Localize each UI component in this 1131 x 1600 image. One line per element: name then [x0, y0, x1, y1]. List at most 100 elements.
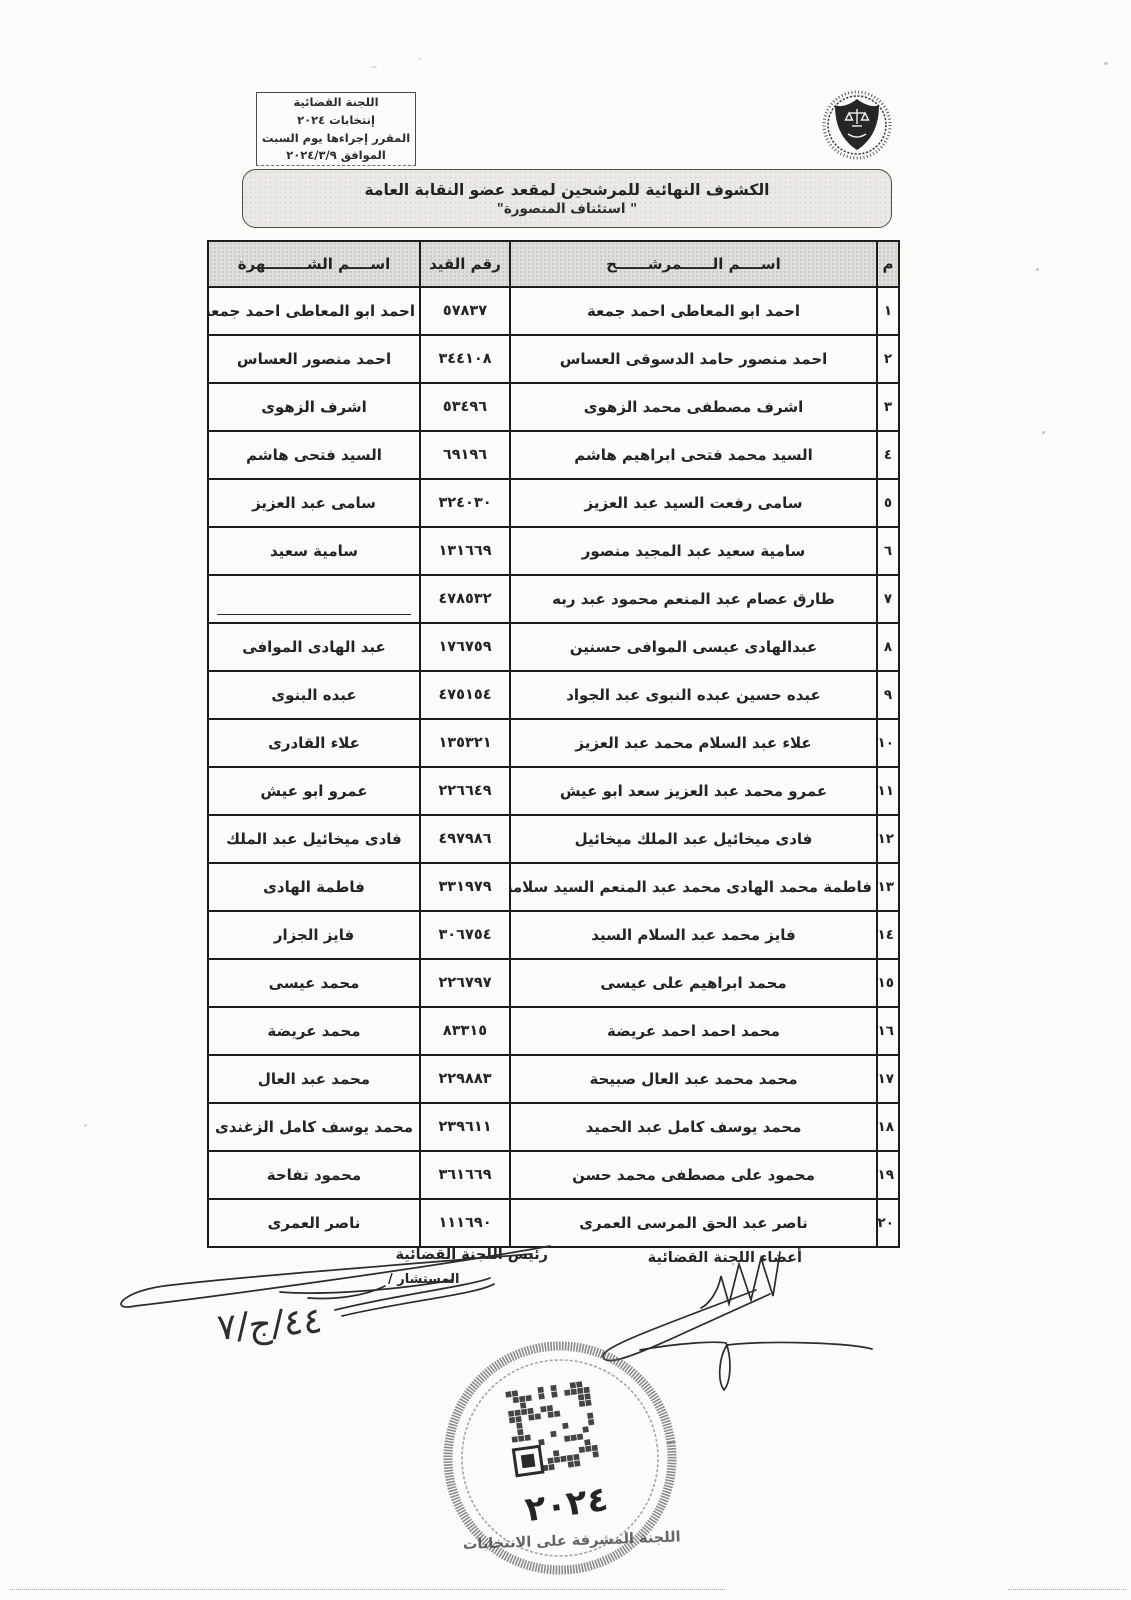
known-name-cell: السيد فتحى هاشم [207, 430, 421, 480]
serial-cell: ٥ [876, 478, 900, 528]
registration-no-cell: ٢٢٦٦٤٩ [419, 766, 511, 816]
table-row: ٢٠ ناصر عبد الحق المرسى العمرى ١١١٦٩٠ نا… [207, 1198, 900, 1248]
serial-cell: ٧ [876, 574, 900, 624]
col-header-candidate-name: اســــم الــــــمرشــــــح [509, 240, 878, 288]
candidate-name-cell: عبده حسين عبده النبوى عبد الجواد [509, 670, 878, 720]
candidate-name-cell: فايز محمد عبد السلام السيد [509, 910, 878, 960]
candidate-name-cell: فادى ميخائيل عبد الملك ميخائيل [509, 814, 878, 864]
serial-cell: ١٣ [876, 862, 900, 912]
candidate-name-cell: محمد محمد عبد العال صبيحة [509, 1054, 878, 1104]
table-row: ٧ طارق عصام عبد المنعم محمود عبد ربه ٤٧٨… [207, 574, 900, 624]
known-name-cell: احمد ابو المعاطى احمد جمعة [207, 286, 421, 336]
col-header-known-name: اســــم الشــــــــهرة [207, 240, 421, 288]
table-row: ١٦ محمد احمد احمد عريضة ٨٣٣١٥ محمد عريضة [207, 1006, 900, 1056]
serial-cell: ١٧ [876, 1054, 900, 1104]
serial-cell: ٦ [876, 526, 900, 576]
page-subtitle: " استئناف المنصورة" [496, 200, 638, 217]
registration-no-cell: ٤٧٨٥٣٢ [419, 574, 511, 624]
members-signature [602, 1251, 873, 1392]
col-header-registration-no: رقم القيد [419, 240, 511, 288]
serial-cell: ٨ [876, 622, 900, 672]
candidate-name-cell: محمود على مصطفى محمد حسن [509, 1150, 878, 1200]
stamp-year: ٢٠٢٤ [523, 1479, 611, 1530]
known-name-cell: محمود تفاحة [207, 1150, 421, 1200]
serial-cell: ١١ [876, 766, 900, 816]
table-row: ٩ عبده حسين عبده النبوى عبد الجواد ٤٧٥١٥… [207, 670, 900, 720]
registration-no-cell: ٣٢٤٠٣٠ [419, 478, 511, 528]
known-name-cell: محمد عيسى [207, 958, 421, 1008]
serial-cell: ١ [876, 286, 900, 336]
serial-cell: ٢ [876, 334, 900, 384]
serial-cell: ١٢ [876, 814, 900, 864]
registration-no-cell: ٥٧٨٣٧ [419, 286, 511, 336]
table-row: ١٧ محمد محمد عبد العال صبيحة ٢٢٩٨٨٣ محمد… [207, 1054, 900, 1104]
handwritten-ref: ٤٤/ج/٧ [216, 1300, 324, 1348]
candidate-name-cell: عبدالهادى عيسى الموافى حسنين [509, 622, 878, 672]
serial-cell: ١٩ [876, 1150, 900, 1200]
table-row: ٨ عبدالهادى عيسى الموافى حسنين ١٧٦٧٥٩ عب… [207, 622, 900, 672]
table-row: ٥ سامى رفعت السيد عبد العزيز ٣٢٤٠٣٠ سامى… [207, 478, 900, 528]
known-name-cell: سامى عبد العزيز [207, 478, 421, 528]
table-row: ١٣ فاطمة محمد الهادى محمد عبد المنعم الس… [207, 862, 900, 912]
registration-no-cell: ١٣٥٣٢١ [419, 718, 511, 768]
registration-no-cell: ٣٤٤١٠٨ [419, 334, 511, 384]
candidate-name-cell: طارق عصام عبد المنعم محمود عبد ربه [509, 574, 878, 624]
registration-no-cell: ١٣١٦٦٩ [419, 526, 511, 576]
table-row: ٢ احمد منصور حامد الدسوقى العساس ٣٤٤١٠٨ … [207, 334, 900, 384]
table-row: ١٩ محمود على مصطفى محمد حسن ٣٦١٦٦٩ محمود… [207, 1150, 900, 1200]
registration-no-cell: ٣٠٦٧٥٤ [419, 910, 511, 960]
registration-no-cell: ٣٣١٩٧٩ [419, 862, 511, 912]
committee-header-box: اللجنة القضائية إنتخابات ٢٠٢٤ المقرر إجر… [256, 92, 416, 166]
table-row: ١ احمد ابو المعاطى احمد جمعة ٥٧٨٣٧ احمد … [207, 286, 900, 336]
scan-speck [1104, 62, 1108, 65]
serial-cell: ٣ [876, 382, 900, 432]
table-header-row: م اســــم الــــــمرشــــــح رقم القيد ا… [207, 240, 900, 288]
candidate-name-cell: احمد منصور حامد الدسوقى العساس [509, 334, 878, 384]
candidates-table: م اســــم الــــــمرشــــــح رقم القيد ا… [207, 240, 900, 1248]
candidate-name-cell: السيد محمد فتحى ابراهيم هاشم [509, 430, 878, 480]
registration-no-cell: ٨٣٣١٥ [419, 1006, 511, 1056]
candidate-name-cell: محمد احمد احمد عريضة [509, 1006, 878, 1056]
scan-speck [1036, 268, 1039, 271]
members-label: أعضاء اللجنة القضائية [647, 1250, 802, 1266]
scan-speck [418, 58, 421, 60]
committee-stamp: ٢٠٢٤ اللجنة المشرفة على الانتخابات [443, 1341, 681, 1575]
candidate-name-cell: اشرف مصطفى محمد الزهوى [509, 382, 878, 432]
known-name-cell: عبده البنوى [207, 670, 421, 720]
stamp-inner-ring [461, 1359, 659, 1557]
candidate-name-cell: محمد ابراهيم على عيسى [509, 958, 878, 1008]
known-name-cell: محمد يوسف كامل الزغندى [207, 1102, 421, 1152]
table-row: ١٠ علاء عبد السلام محمد عبد العزيز ١٣٥٣٢… [207, 718, 900, 768]
page-title: الكشوف النهائية للمرشحين لمقعد عضو النقا… [364, 180, 770, 199]
chairman-signature [120, 1245, 551, 1317]
known-name-cell: احمد منصور العساس [207, 334, 421, 384]
candidate-name-cell: احمد ابو المعاطى احمد جمعة [509, 286, 878, 336]
known-name-cell: عمرو ابو عيش [207, 766, 421, 816]
table-row: ١٢ فادى ميخائيل عبد الملك ميخائيل ٤٩٧٩٨٦… [207, 814, 900, 864]
scan-speck [84, 1124, 87, 1127]
svg-text:٤٤/ج/٧: ٤٤/ج/٧ [216, 1300, 324, 1348]
table-row: ١٤ فايز محمد عبد السلام السيد ٣٠٦٧٥٤ فاي… [207, 910, 900, 960]
known-name-cell: محمد عريضة [207, 1006, 421, 1056]
registration-no-cell: ١٧٦٧٥٩ [419, 622, 511, 672]
scan-speck [372, 66, 377, 68]
counselor-label: المستشار / [388, 1272, 460, 1287]
chairman-label: رئيس اللجنة القضائية [395, 1247, 548, 1263]
known-name-cell: محمد عبد العال [207, 1054, 421, 1104]
registration-no-cell: ٢٢٩٨٨٣ [419, 1054, 511, 1104]
registration-no-cell: ٤٩٧٩٨٦ [419, 814, 511, 864]
known-name-cell: ناصر العمرى [207, 1198, 421, 1248]
header-box-line: الموافق ٢٠٢٤/٣/٩ [286, 148, 386, 163]
candidate-name-cell: علاء عبد السلام محمد عبد العزيز [509, 718, 878, 768]
known-name-cell: فاطمة الهادى [207, 862, 421, 912]
registration-no-cell: ٣٦١٦٦٩ [419, 1150, 511, 1200]
registration-no-cell: ٥٣٤٩٦ [419, 382, 511, 432]
table-row: ١٨ محمد يوسف كامل عبد الحميد ٢٣٩٦١١ محمد… [207, 1102, 900, 1152]
bar-association-emblem-icon [822, 90, 892, 160]
signatures-layer [120, 1245, 873, 1392]
known-name-cell: اشرف الزهوى [207, 382, 421, 432]
table-row: ١١ عمرو محمد عبد العزيز سعد ابو عيش ٢٢٦٦… [207, 766, 900, 816]
registration-no-cell: ٢٣٩٦١١ [419, 1102, 511, 1152]
registration-no-cell: ٢٢٦٧٩٧ [419, 958, 511, 1008]
serial-cell: ٤ [876, 430, 900, 480]
